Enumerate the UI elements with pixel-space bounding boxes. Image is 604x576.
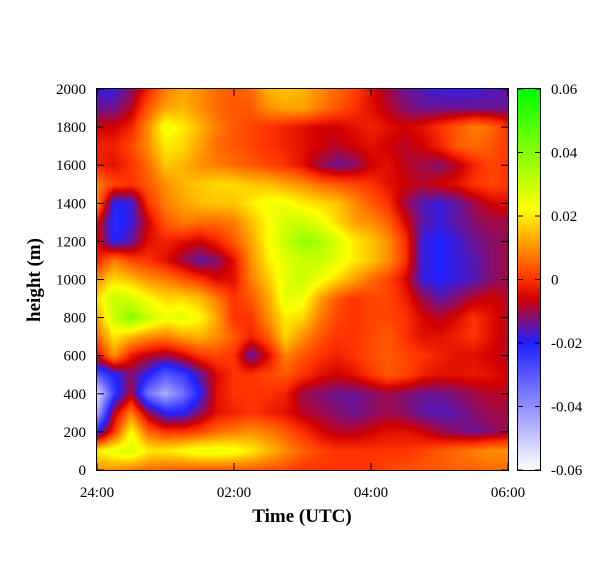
heatmap-plot-area — [96, 88, 509, 471]
heatmap-cells — [97, 89, 508, 470]
colorbar-tick-label: -0.02 — [551, 336, 582, 352]
colorbar-tick-label: -0.06 — [551, 463, 583, 479]
y-tick-label: 1000 — [56, 273, 86, 289]
colorbar-gradient — [518, 89, 540, 470]
colorbar-ticks: 0.06 0.04 0.02 0 -0.02 -0.04 -0.06 — [518, 82, 583, 479]
plot-frame — [96, 88, 509, 471]
x-tick-label: 06:00 — [491, 485, 525, 501]
y-tick-label: 1400 — [56, 196, 86, 212]
x-axis-title: Time (UTC) — [252, 506, 351, 527]
x-axis: 24:00 02:00 04:00 06:00 — [80, 89, 525, 501]
y-tick-label: 600 — [64, 349, 87, 365]
y-tick-label: 400 — [64, 387, 87, 403]
y-tick-label: 2000 — [56, 82, 86, 98]
colorbar: 0.06 0.04 0.02 0 -0.02 -0.04 -0.06 — [517, 82, 583, 479]
x-tick-label: 04:00 — [354, 485, 388, 501]
y-axis-title: height (m) — [24, 238, 45, 322]
y-axis: 0 200 400 600 800 1000 1200 1400 1600 1800 2000 — [56, 82, 508, 479]
colorbar-tick-label: 0.04 — [551, 146, 578, 162]
y-tick-label: 1600 — [56, 158, 86, 174]
colorbar-tick-label: 0.06 — [551, 82, 578, 98]
colorbar-tick-label: 0.02 — [551, 209, 577, 225]
colorbar-tick-label: 0 — [551, 273, 559, 289]
y-tick-label: 0 — [79, 463, 87, 479]
x-tick-label: 24:00 — [80, 485, 114, 501]
colorbar-frame — [517, 88, 541, 471]
y-tick-label: 1200 — [56, 234, 86, 250]
y-tick-label: 800 — [64, 311, 87, 327]
y-tick-label: 1800 — [56, 120, 86, 136]
y-tick-label: 200 — [64, 425, 87, 441]
colorbar-tick-label: -0.04 — [551, 400, 583, 416]
x-tick-label: 02:00 — [217, 485, 251, 501]
